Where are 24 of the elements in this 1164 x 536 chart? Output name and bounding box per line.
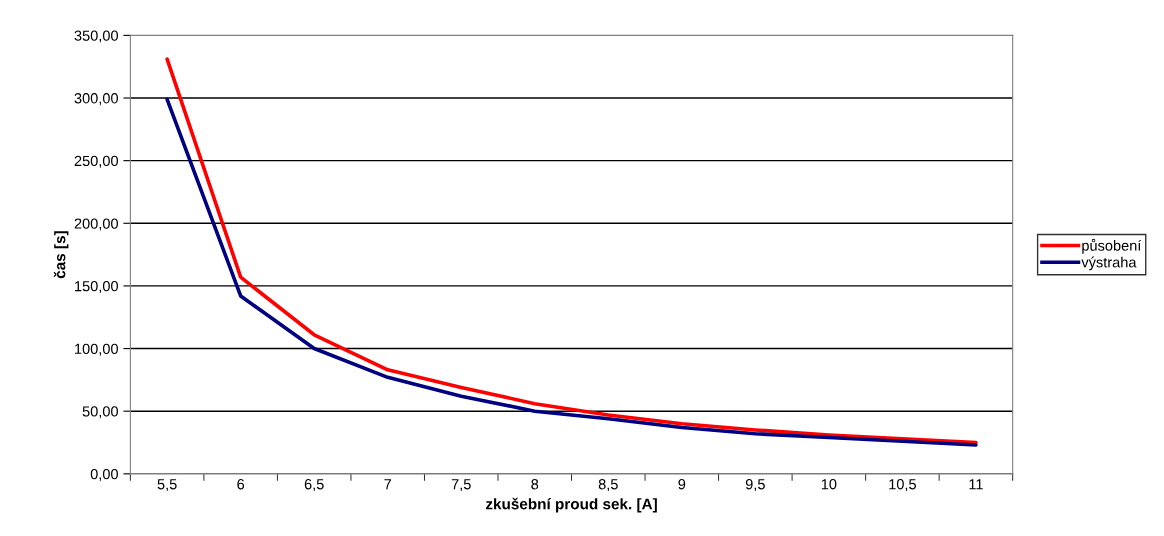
legend-label: působení [1082,238,1142,254]
x-tick-label: 10 [821,479,837,490]
x-tick-label: 10,5 [889,479,916,492]
y-tick-label: 50,00 [82,406,118,419]
y-tick-label: 300,00 [74,93,118,106]
x-tick-label: 6,5 [304,479,324,492]
y-tick-label: 200,00 [74,218,118,231]
x-axis-title: zkušební proud sek. [A] [485,497,657,513]
legend-label: výstraha [1081,256,1137,271]
x-tick-label: 6 [237,479,245,490]
x-tick-label: 7 [384,479,392,490]
x-tick-label: 8 [531,479,539,490]
y-tick-label: 100,00 [75,343,118,356]
y-tick-label: 150,00 [75,281,118,294]
x-tick-label: 9 [678,479,686,490]
y-tick-label: 0,00 [90,468,118,481]
y-tick-label: 350,00 [74,30,118,43]
x-tick-label: 8,5 [598,479,618,492]
x-tick-label: 9,5 [745,479,765,492]
y-axis-title: čas [s] [53,231,69,279]
y-tick-label: 250,00 [74,155,118,168]
x-tick-label: 7,5 [451,479,471,492]
x-tick-label: 11 [969,479,983,490]
x-tick-label: 5,5 [157,479,177,492]
